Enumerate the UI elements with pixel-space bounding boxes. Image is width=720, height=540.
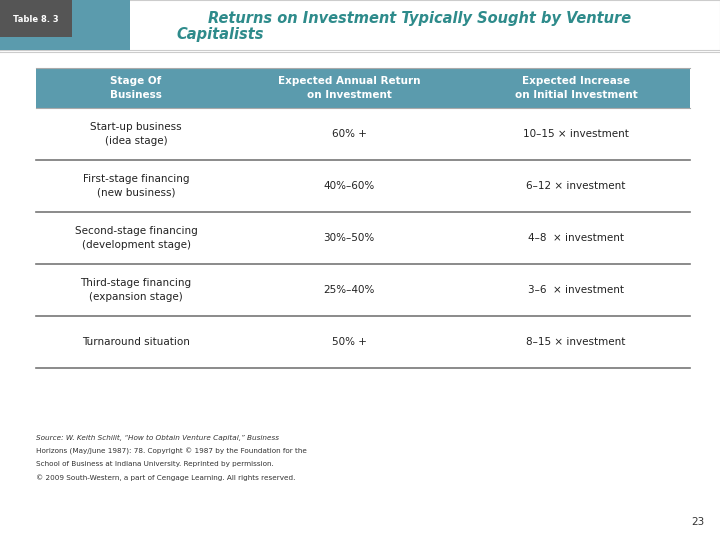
Text: 8–15 × investment: 8–15 × investment [526,337,626,347]
Text: Capitalists: Capitalists [176,28,264,43]
Text: First-stage financing
(new business): First-stage financing (new business) [83,174,189,198]
Bar [36,68,690,108]
Bar [0,0,130,50]
Text: Turnaround situation: Turnaround situation [82,337,190,347]
Text: Source: W. Keith Schilit, “How to Obtain Venture Capital,” Business: Source: W. Keith Schilit, “How to Obtain… [36,435,279,441]
Text: Expected Annual Return
on Investment: Expected Annual Return on Investment [278,76,420,99]
Text: Returns on Investment Typically Sought by Venture: Returns on Investment Typically Sought b… [208,10,631,25]
Text: 50% +: 50% + [332,337,366,347]
Text: Third-stage financing
(expansion stage): Third-stage financing (expansion stage) [81,279,192,302]
Text: 40%–60%: 40%–60% [323,181,374,191]
Text: Horizons (May/June 1987): 78. Copyright © 1987 by the Foundation for the: Horizons (May/June 1987): 78. Copyright … [36,448,307,455]
Text: 6–12 × investment: 6–12 × investment [526,181,626,191]
Text: Stage Of
Business: Stage Of Business [110,76,162,99]
Text: 23: 23 [692,517,705,527]
Bar [0,0,72,37]
Text: Table 8. 3: Table 8. 3 [13,15,59,24]
Text: 25%–40%: 25%–40% [323,285,374,295]
Text: Start-up business
(idea stage): Start-up business (idea stage) [90,123,182,146]
Text: Second-stage financing
(development stage): Second-stage financing (development stag… [75,226,197,249]
Text: 30%–50%: 30%–50% [323,233,374,243]
Text: School of Business at Indiana University. Reprinted by permission.: School of Business at Indiana University… [36,461,274,467]
Text: 4–8  × investment: 4–8 × investment [528,233,624,243]
Text: Expected Increase
on Initial Investment: Expected Increase on Initial Investment [515,76,637,99]
Text: 10–15 × investment: 10–15 × investment [523,129,629,139]
Text: 3–6  × investment: 3–6 × investment [528,285,624,295]
Text: 60% +: 60% + [332,129,366,139]
Text: © 2009 South-Western, a part of Cengage Learning. All rights reserved.: © 2009 South-Western, a part of Cengage … [36,474,295,481]
